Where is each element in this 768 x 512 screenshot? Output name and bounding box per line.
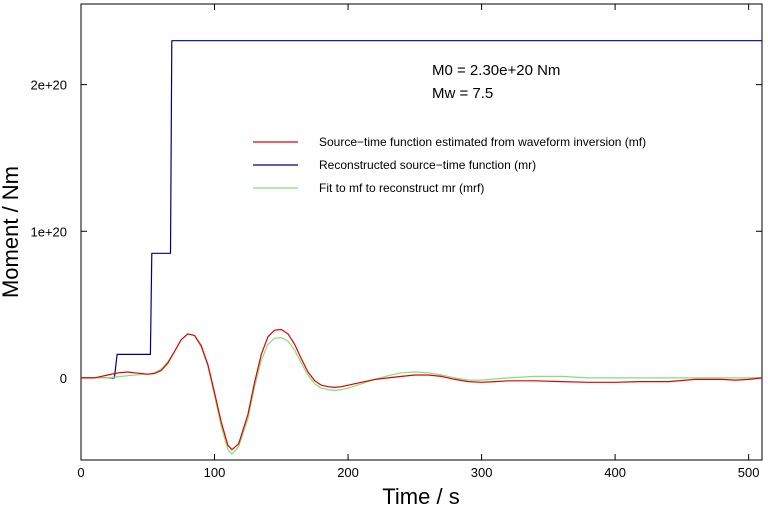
annotation-m0: M0 = 2.30e+20 Nm <box>432 62 560 79</box>
x-tick-label: 100 <box>204 465 226 480</box>
annotation-mw: Mw = 7.5 <box>432 85 493 102</box>
series-line-mr <box>81 40 762 379</box>
series-layer <box>81 40 763 455</box>
y-axis-ticks: 0 1e+20 2e+20 <box>30 78 762 386</box>
y-tick-label: 2e+20 <box>30 78 67 93</box>
y-tick-label: 0 <box>60 371 67 386</box>
x-tick-label: 0 <box>77 465 84 480</box>
x-tick-label: 500 <box>738 465 760 480</box>
y-axis-title: Moment / Nm <box>0 166 23 298</box>
legend-label-mrf: Fit to mf to reconstruct mr (mrf) <box>319 181 484 195</box>
legend-label-mf: Source−time function estimated from wave… <box>319 135 646 149</box>
x-tick-label: 400 <box>604 465 626 480</box>
x-axis-title: Time / s <box>382 484 459 509</box>
y-tick-label: 1e+20 <box>30 224 67 239</box>
series-line-mf <box>81 328 763 451</box>
plot-frame <box>80 3 763 461</box>
x-tick-label: 200 <box>337 465 359 480</box>
legend: Source−time function estimated from wave… <box>253 135 646 195</box>
x-tick-label: 300 <box>471 465 493 480</box>
x-axis-ticks: 0 100 200 300 400 500 <box>77 4 759 480</box>
legend-label-mr: Reconstructed source−time function (mr) <box>319 158 536 172</box>
series-line-mrf <box>81 333 762 455</box>
